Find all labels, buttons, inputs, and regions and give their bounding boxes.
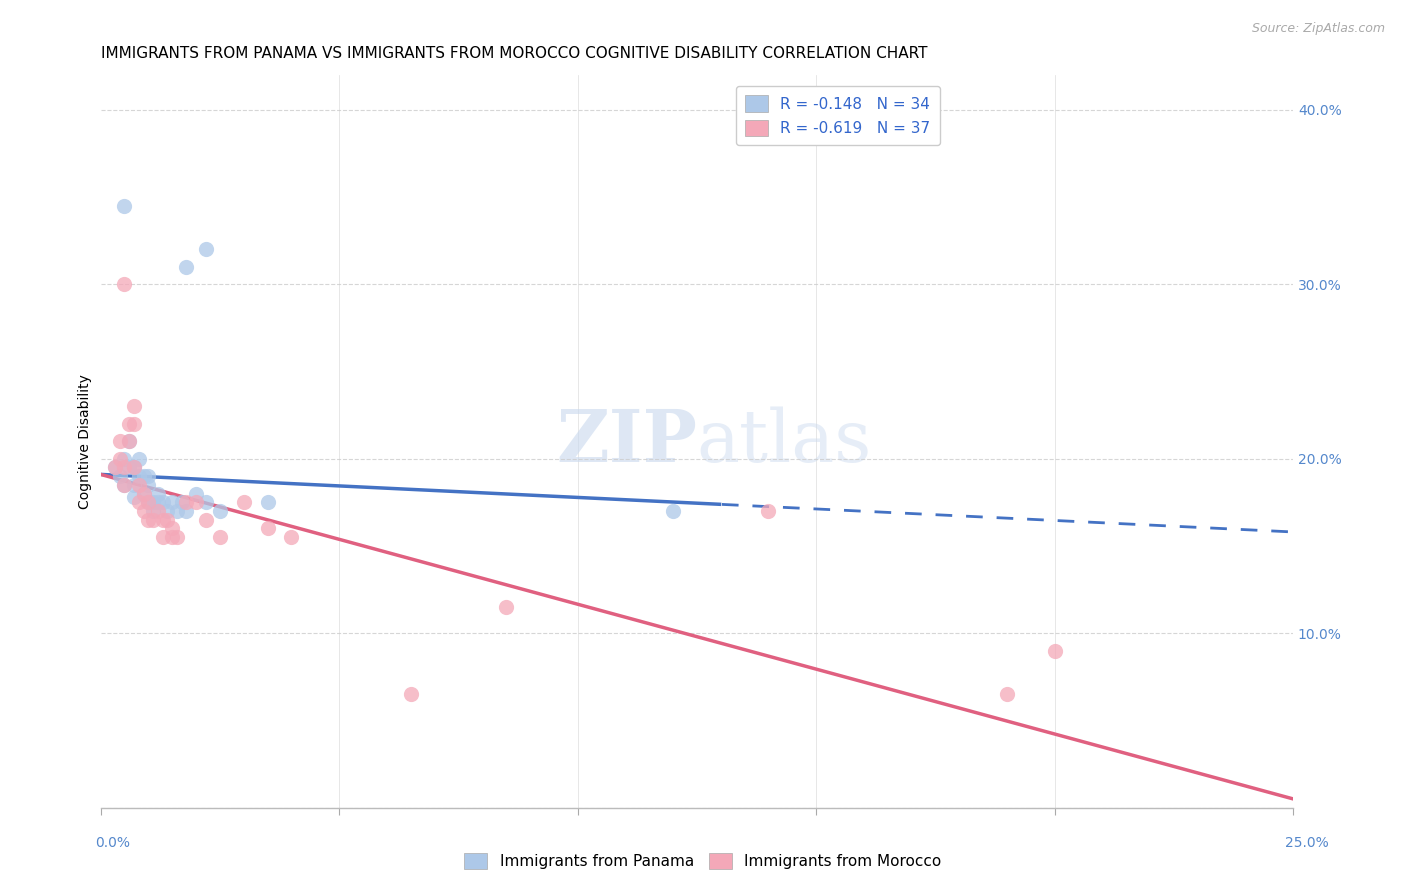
Point — [118, 460, 141, 475]
Y-axis label: Cognitive Disability: Cognitive Disability — [79, 374, 93, 508]
Point — [122, 460, 145, 475]
Point — [399, 687, 422, 701]
Point — [114, 460, 136, 475]
Point — [136, 495, 159, 509]
Text: 25.0%: 25.0% — [1285, 836, 1329, 850]
Point — [136, 478, 159, 492]
Point — [114, 478, 136, 492]
Point — [194, 495, 217, 509]
Point — [995, 687, 1018, 701]
Point — [495, 599, 517, 614]
Point — [128, 451, 150, 466]
Point — [122, 460, 145, 475]
Point — [160, 530, 183, 544]
Point — [114, 478, 136, 492]
Point — [122, 490, 145, 504]
Legend: Immigrants from Panama, Immigrants from Morocco: Immigrants from Panama, Immigrants from … — [458, 847, 948, 875]
Point — [184, 486, 207, 500]
Point — [166, 530, 188, 544]
Point — [194, 243, 217, 257]
Point — [1043, 643, 1066, 657]
Point — [128, 478, 150, 492]
Point — [114, 451, 136, 466]
Point — [108, 469, 131, 483]
Point — [280, 530, 302, 544]
Point — [104, 460, 127, 475]
Point — [142, 504, 165, 518]
Point — [662, 504, 685, 518]
Point — [152, 530, 174, 544]
Point — [128, 469, 150, 483]
Point — [152, 513, 174, 527]
Point — [136, 469, 159, 483]
Point — [256, 521, 278, 535]
Point — [194, 513, 217, 527]
Legend: R = -0.148   N = 34, R = -0.619   N = 37: R = -0.148 N = 34, R = -0.619 N = 37 — [735, 87, 939, 145]
Point — [160, 495, 183, 509]
Text: 0.0%: 0.0% — [96, 836, 131, 850]
Point — [122, 478, 145, 492]
Point — [176, 495, 198, 509]
Point — [122, 400, 145, 414]
Point — [142, 495, 165, 509]
Point — [146, 486, 169, 500]
Point — [122, 417, 145, 431]
Point — [132, 486, 155, 500]
Point — [176, 260, 198, 274]
Point — [208, 504, 231, 518]
Point — [156, 504, 179, 518]
Text: atlas: atlas — [697, 406, 872, 476]
Point — [160, 521, 183, 535]
Point — [132, 469, 155, 483]
Point — [756, 504, 779, 518]
Point — [108, 434, 131, 449]
Point — [152, 495, 174, 509]
Point — [118, 417, 141, 431]
Point — [232, 495, 254, 509]
Point — [114, 277, 136, 292]
Text: ZIP: ZIP — [555, 406, 697, 476]
Point — [156, 513, 179, 527]
Point — [104, 460, 127, 475]
Text: Source: ZipAtlas.com: Source: ZipAtlas.com — [1251, 22, 1385, 36]
Point — [118, 434, 141, 449]
Point — [146, 495, 169, 509]
Point — [170, 495, 193, 509]
Point — [128, 495, 150, 509]
Point — [256, 495, 278, 509]
Point — [146, 504, 169, 518]
Point — [166, 504, 188, 518]
Point — [108, 451, 131, 466]
Point — [176, 504, 198, 518]
Point — [132, 504, 155, 518]
Point — [208, 530, 231, 544]
Point — [118, 434, 141, 449]
Point — [114, 199, 136, 213]
Point — [142, 513, 165, 527]
Text: IMMIGRANTS FROM PANAMA VS IMMIGRANTS FROM MOROCCO COGNITIVE DISABILITY CORRELATI: IMMIGRANTS FROM PANAMA VS IMMIGRANTS FRO… — [101, 46, 927, 62]
Point — [132, 486, 155, 500]
Point — [136, 513, 159, 527]
Point — [136, 495, 159, 509]
Point — [184, 495, 207, 509]
